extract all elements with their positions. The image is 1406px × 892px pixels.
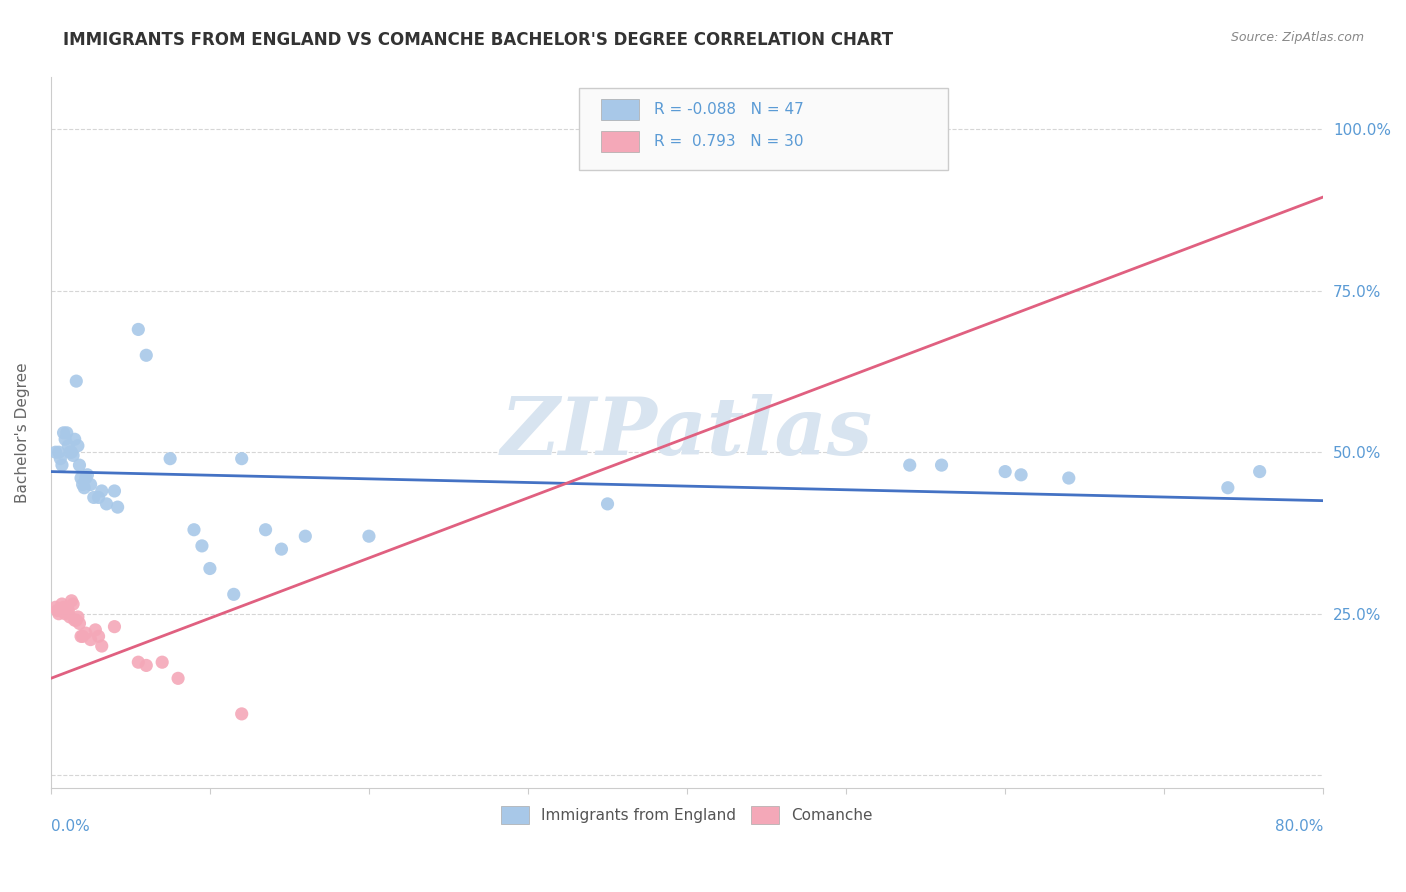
Point <box>51 458 73 472</box>
Point <box>103 620 125 634</box>
Y-axis label: Bachelor's Degree: Bachelor's Degree <box>15 362 30 503</box>
Point <box>254 523 277 537</box>
Point <box>159 451 181 466</box>
Point <box>167 671 190 685</box>
Point <box>53 432 76 446</box>
FancyBboxPatch shape <box>600 99 638 120</box>
Point <box>628 132 651 146</box>
Point <box>72 629 94 643</box>
Point <box>63 613 86 627</box>
Point <box>60 594 83 608</box>
Point <box>60 445 83 459</box>
Text: 80.0%: 80.0% <box>1275 819 1323 834</box>
Point <box>55 425 77 440</box>
Point <box>62 449 84 463</box>
Point <box>96 497 118 511</box>
Point <box>931 458 953 472</box>
Point <box>65 374 87 388</box>
Point <box>994 465 1017 479</box>
Point <box>87 491 110 505</box>
Point <box>898 458 921 472</box>
Text: ZIPatlas: ZIPatlas <box>501 394 873 472</box>
Point <box>58 439 80 453</box>
FancyBboxPatch shape <box>600 131 638 152</box>
Point <box>596 497 619 511</box>
Point <box>62 597 84 611</box>
Point <box>83 491 105 505</box>
Point <box>150 655 173 669</box>
Point <box>135 348 157 362</box>
Text: 0.0%: 0.0% <box>51 819 90 834</box>
Point <box>127 655 149 669</box>
Point <box>84 623 107 637</box>
Point <box>59 610 82 624</box>
Point <box>59 445 82 459</box>
Point <box>222 587 245 601</box>
Point <box>70 471 93 485</box>
Point <box>55 603 77 617</box>
Point <box>75 471 97 485</box>
Text: IMMIGRANTS FROM ENGLAND VS COMANCHE BACHELOR'S DEGREE CORRELATION CHART: IMMIGRANTS FROM ENGLAND VS COMANCHE BACH… <box>63 31 893 49</box>
Point <box>72 477 94 491</box>
Point <box>135 658 157 673</box>
Point <box>90 483 112 498</box>
Point <box>48 445 70 459</box>
Point <box>45 445 67 459</box>
Point <box>66 610 89 624</box>
Point <box>198 561 221 575</box>
Point <box>75 626 97 640</box>
Point <box>1216 481 1239 495</box>
Point <box>49 603 72 617</box>
Point <box>191 539 214 553</box>
Point <box>76 467 98 482</box>
Point <box>49 451 72 466</box>
Point <box>90 639 112 653</box>
Point <box>357 529 380 543</box>
Point <box>48 607 70 621</box>
Point <box>46 603 69 617</box>
Point <box>69 458 91 472</box>
Point <box>127 322 149 336</box>
Text: R =  0.793   N = 30: R = 0.793 N = 30 <box>654 134 803 149</box>
Point <box>231 706 253 721</box>
Point <box>73 481 96 495</box>
Point <box>70 629 93 643</box>
FancyBboxPatch shape <box>579 88 948 169</box>
Point <box>52 425 75 440</box>
Point <box>270 542 292 557</box>
Legend: Immigrants from England, Comanche: Immigrants from England, Comanche <box>495 799 879 830</box>
Point <box>53 607 76 621</box>
Point <box>58 603 80 617</box>
Point <box>65 613 87 627</box>
Point <box>1057 471 1080 485</box>
Point <box>66 439 89 453</box>
Point <box>79 477 101 491</box>
Point <box>231 451 253 466</box>
Point <box>183 523 205 537</box>
Text: Source: ZipAtlas.com: Source: ZipAtlas.com <box>1230 31 1364 45</box>
Text: R = -0.088   N = 47: R = -0.088 N = 47 <box>654 102 804 117</box>
Point <box>45 600 67 615</box>
Point <box>103 483 125 498</box>
Point <box>1249 465 1271 479</box>
Point <box>87 629 110 643</box>
Point <box>1010 467 1032 482</box>
Point <box>63 432 86 446</box>
Point <box>69 616 91 631</box>
Point <box>79 632 101 647</box>
Point <box>51 597 73 611</box>
Point <box>294 529 316 543</box>
Point <box>52 600 75 615</box>
Point <box>107 500 129 515</box>
